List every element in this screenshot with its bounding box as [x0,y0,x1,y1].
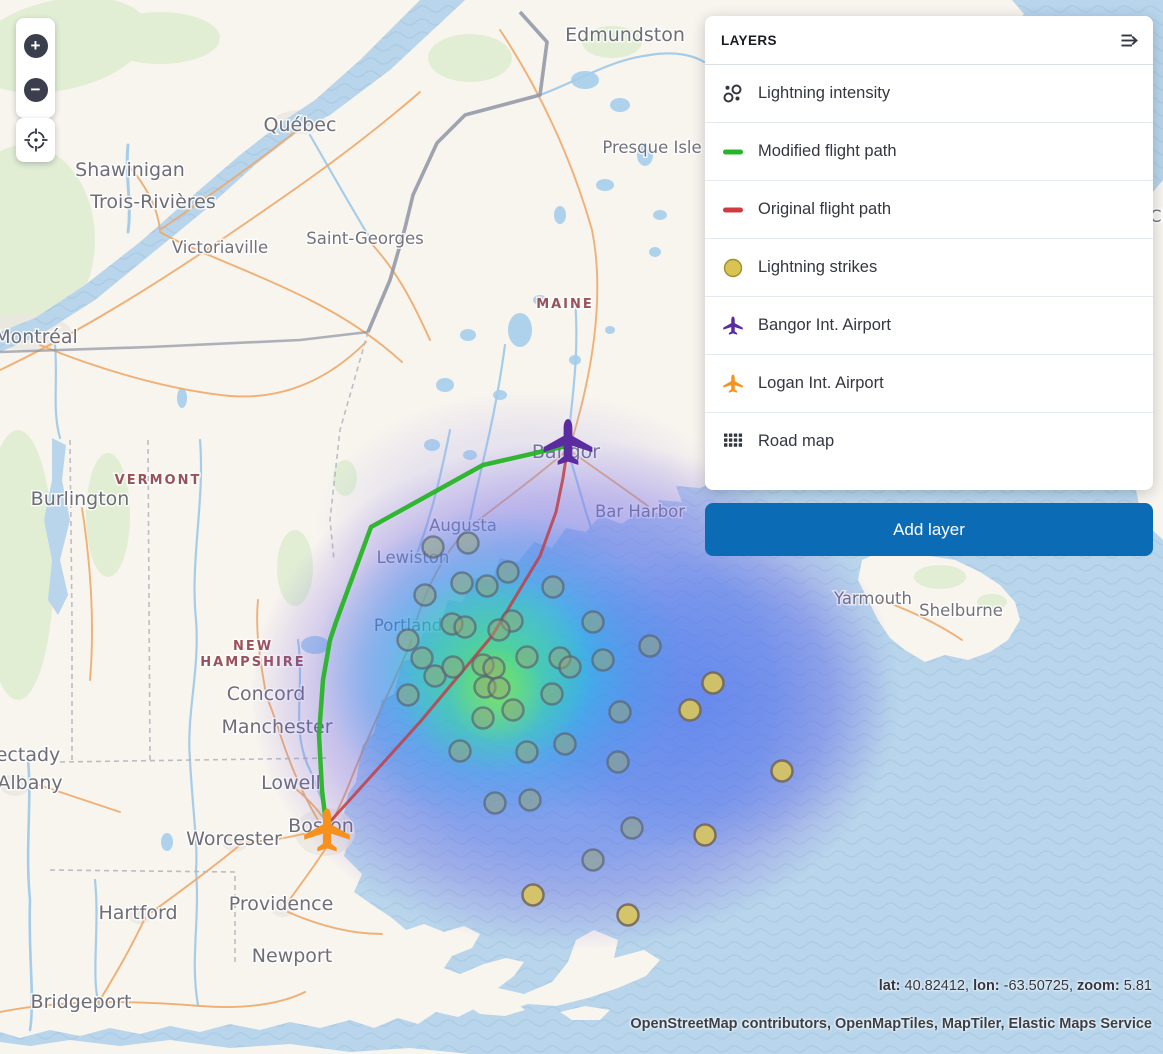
forest-areas [0,0,1007,700]
lightning-strike-dot[interactable] [483,791,507,815]
map-label-qu-bec: Québec [264,114,337,136]
lightning-strike-dot[interactable] [581,848,605,872]
logan-airport-plane-icon[interactable] [304,808,350,852]
lightning-strike-dot[interactable] [608,700,632,724]
map-label-hartford: Hartford [98,902,177,924]
grid-icon [721,430,745,454]
lightning-intensity-heatmap [250,390,900,950]
bangor-airport-plane-icon[interactable] [543,419,593,465]
lightning-strike-dot[interactable] [396,683,420,707]
layer-row-label: Logan Int. Airport [758,374,884,392]
modified-flight-path [316,443,569,827]
lightning-strike-dot[interactable] [456,531,480,555]
layer-row-label: Bangor Int. Airport [758,316,891,334]
orange-plane-icon [721,372,745,396]
set-view-button[interactable] [16,118,55,162]
map-label-victoriaville: Victoriaville [172,238,268,257]
collapse-panel-icon[interactable] [1120,31,1139,50]
layer-row-original-flight-path[interactable]: Original flight path [705,181,1153,239]
lightning-strike-dot[interactable] [487,618,511,642]
layer-row-lightning-strikes[interactable]: Lightning strikes [705,239,1153,297]
map-label-shelburne: Shelburne [919,601,1003,620]
layer-row-road-map[interactable]: Road map [705,413,1153,470]
purple-plane-icon [721,314,745,338]
map-label-vermont: VERMONT [115,473,202,488]
map-attribution[interactable]: OpenStreetMap contributors, OpenMapTiles… [630,1016,1152,1032]
layers-panel: LAYERS Lightning intensity Modified flig… [705,16,1153,490]
lightning-strike-dot[interactable] [413,583,437,607]
yellow-circle-icon [721,256,745,280]
map-label-maine: MAINE [536,297,594,312]
lightning-strike-dot[interactable] [441,655,465,679]
lightning-strike-dot[interactable] [471,706,495,730]
lightning-strike-dot[interactable] [448,739,472,763]
lightning-strike-dot[interactable] [553,732,577,756]
lightning-strike-dot[interactable] [475,574,499,598]
lightning-strike-dot[interactable] [410,646,434,670]
layer-row-logan-int-airport[interactable]: Logan Int. Airport [705,355,1153,413]
lightning-strike-dot[interactable] [678,698,702,722]
lightning-strike-dot[interactable] [501,698,525,722]
lightning-strike-dot[interactable] [453,615,477,639]
map-label-presque-isle: Presque Isle [602,138,701,157]
lightning-strike-dot[interactable] [638,634,662,658]
green-line-icon [721,140,745,164]
lightning-strike-dot[interactable] [521,883,545,907]
layer-row-label: Original flight path [758,200,891,218]
layer-row-label: Lightning intensity [758,84,891,102]
zoom-in-button[interactable]: + [23,34,48,58]
layers-panel-title: LAYERS [721,32,777,48]
lightning-strike-dot[interactable] [482,656,506,680]
lightning-strike-dot[interactable] [540,682,564,706]
layer-row-modified-flight-path[interactable]: Modified flight path [705,123,1153,181]
add-layer-button[interactable]: Add layer [705,503,1153,556]
layers-list: Lightning intensity Modified flight path… [705,65,1153,490]
lightning-strike-dot[interactable] [518,788,542,812]
lightning-strike-dot[interactable] [591,648,615,672]
zoom-out-button[interactable]: − [23,78,48,102]
layer-row-label: Road map [758,432,835,450]
map-coordinates-readout: lat: 40.82412, lon: -63.50725, zoom: 5.8… [878,978,1152,994]
lightning-strike-dot[interactable] [541,575,565,599]
lightning-strike-dot[interactable] [396,628,420,652]
map-label-burlington: Burlington [31,488,130,510]
red-line-icon [721,198,745,222]
map-label-montr-al: Montréal [0,326,78,348]
zoom-control: + − [16,18,55,118]
heatmap-icon [721,82,745,106]
map-label-bridgeport: Bridgeport [31,991,132,1013]
lightning-strike-dot[interactable] [620,816,644,840]
lightning-strike-dot[interactable] [616,903,640,927]
map-label-shawinigan: Shawinigan [75,159,185,181]
layer-row-lightning-intensity[interactable]: Lightning intensity [705,65,1153,123]
lightning-strike-dot[interactable] [606,750,630,774]
layer-row-label: Lightning strikes [758,258,878,276]
map-label-saint-georges: Saint-Georges [306,229,423,248]
lightning-strike-dot[interactable] [515,645,539,669]
lightning-strike-dot[interactable] [558,655,582,679]
map-label-ectady: ectady [0,744,60,766]
lightning-strike-dot[interactable] [496,560,520,584]
map-label-newport: Newport [252,945,332,967]
lightning-strike-dot[interactable] [693,823,717,847]
map-label-providence: Providence [229,893,334,915]
lightning-strike-dot[interactable] [581,610,605,634]
map-label-worcester: Worcester [186,828,282,850]
lightning-strike-dot[interactable] [701,671,725,695]
lightning-strike-dot[interactable] [450,571,474,595]
map-label-edmundston: Edmundston [565,24,685,46]
layer-row-bangor-int-airport[interactable]: Bangor Int. Airport [705,297,1153,355]
original-flight-path [326,450,569,826]
layer-row-label: Modified flight path [758,142,897,160]
lightning-strike-dot[interactable] [770,759,794,783]
lightning-strike-dot[interactable] [421,535,445,559]
lightning-strike-dot[interactable] [487,676,511,700]
layers-panel-header: LAYERS [705,16,1153,65]
borders [0,10,549,962]
map-label-trois-rivi-res: Trois-Rivières [89,191,216,213]
lightning-strike-dot[interactable] [515,740,539,764]
map-label-albany: Albany [0,772,63,794]
crosshair-icon [23,127,49,153]
